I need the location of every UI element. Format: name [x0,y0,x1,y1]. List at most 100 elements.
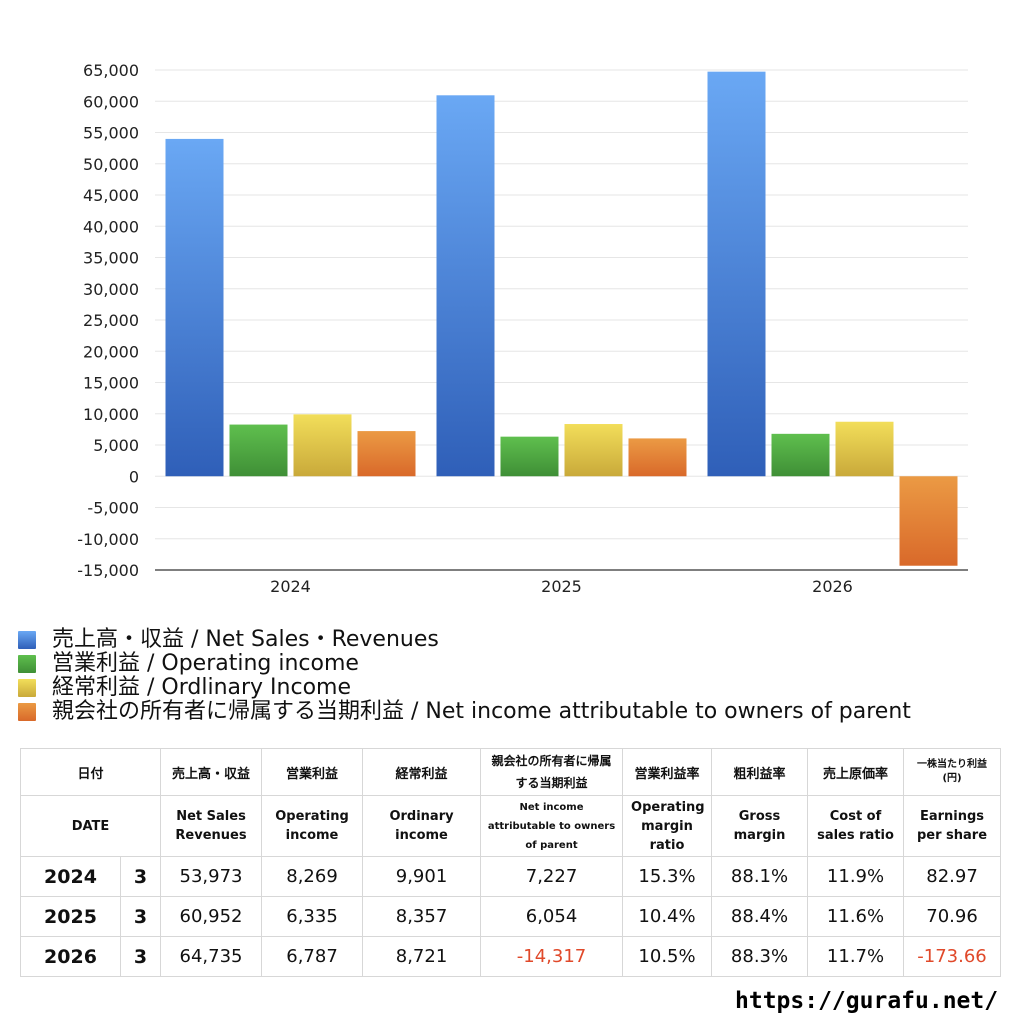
table-row: 2024 3 53,973 8,269 9,901 7,227 15.3% 88… [20,856,1002,897]
x-axis-ticks: 2024 2025 2026 [270,577,853,596]
legend-swatch-net [18,703,36,721]
header-date-jp: 日付 [19,748,162,796]
cell-eps: 82.97 [903,856,1002,897]
cell-gm: 88.4% [711,896,809,937]
header-opm-en-text: Operating margin ratio [631,799,705,853]
cell-sales: 60,952 [160,896,263,937]
cell-year: 2025 [20,896,121,937]
bar [835,421,894,477]
legend-label: 親会社の所有者に帰属する当期利益 / Net income attributab… [52,699,911,724]
header-cos-en: Cost of sales ratio [807,795,905,857]
x-tick-label: 2024 [270,577,311,596]
cell-cos: 11.9% [807,856,905,897]
footer-url[interactable]: https://gurafu.net/ [735,988,999,1014]
header-sales-jp: 売上高・収益 [160,748,263,796]
chart-legend: 売上高・収益 / Net Sales・Revenues 営業利益 / Opera… [18,628,911,724]
header-ord-en-text: Ordinary income [389,809,454,843]
cell-month: 3 [119,856,162,897]
table-row: 2025 3 60,952 6,335 8,357 6,054 10.4% 88… [20,896,1002,937]
y-tick-label: 55,000 [83,124,139,143]
cell-ord: 9,901 [362,856,482,897]
y-axis-ticks: 65,000 60,000 55,000 50,000 45,000 40,000 35,0… [77,61,139,580]
header-row-en: DATE Net Sales Revenues Operating income… [19,795,1002,857]
bar [229,424,288,477]
header-op-en: Operating income [261,795,364,857]
y-tick-label: -5,000 [87,499,139,518]
header-row-jp: 日付 売上高・収益 営業利益 経常利益 親会社の所有者に帰属する当期利益 営業利… [19,748,1002,796]
bar-chart: 65,000 60,000 55,000 50,000 45,000 40,000 35,0… [77,61,968,596]
cell-opm: 10.4% [622,896,713,937]
y-tick-label: 65,000 [83,61,139,80]
y-tick-label: 10,000 [83,405,139,424]
cell-cos: 11.6% [807,896,905,937]
header-eps-jp-text: 一株当たり利益(円) [917,759,988,784]
legend-label: 営業利益 / Operating income [52,651,359,676]
cell-gm: 88.1% [711,856,809,897]
header-op-en-text: Operating income [275,809,349,843]
bar [293,414,352,477]
cell-ord: 8,721 [362,936,482,977]
header-sales-en: Net Sales Revenues [160,795,263,857]
cell-eps: 70.96 [903,896,1002,937]
bar [436,95,495,477]
y-tick-label: -15,000 [77,561,139,580]
bar [165,138,224,477]
header-ord-en: Ordinary income [362,795,482,857]
legend-item-operating: 営業利益 / Operating income [18,652,911,676]
header-gm-jp: 粗利益率 [711,748,809,796]
table-row: 2026 3 64,735 6,787 8,721 -14,317 10.5% … [20,936,1002,977]
header-eps-en-text: Earnings per share [916,809,988,843]
header-op-jp: 営業利益 [261,748,364,796]
cell-net: 6,054 [480,896,624,937]
header-net-en: Net income attributable to owners of par… [480,795,624,857]
y-tick-label: 60,000 [83,92,139,111]
header-eps-en: Earnings per share [903,795,1002,857]
legend-swatch-ordinary [18,679,36,697]
cell-eps: -173.66 [903,936,1002,977]
header-opm-en: Operating margin ratio [622,795,713,857]
bar [564,424,623,477]
legend-item-sales: 売上高・収益 / Net Sales・Revenues [18,628,911,652]
cell-sales: 53,973 [160,856,263,897]
cell-op: 8,269 [261,856,364,897]
cell-sales: 64,735 [160,936,263,977]
y-tick-label: 20,000 [83,342,139,361]
bars [165,71,958,566]
header-net-en-text: Net income attributable to owners of par… [487,801,616,851]
cell-net: 7,227 [480,856,624,897]
legend-swatch-sales [18,631,36,649]
bar [357,431,416,477]
cell-op: 6,335 [261,896,364,937]
bar [500,436,559,477]
legend-item-ordinary: 経常利益 / Ordlinary Income [18,676,911,700]
cell-op: 6,787 [261,936,364,977]
y-tick-label: 50,000 [83,155,139,174]
y-tick-label: 35,000 [83,249,139,268]
header-date-en: DATE [19,795,162,857]
y-tick-label: 45,000 [83,186,139,205]
y-tick-label: 25,000 [83,311,139,330]
cell-opm: 15.3% [622,856,713,897]
header-net-jp-text: 親会社の所有者に帰属する当期利益 [491,754,612,790]
cell-net: -14,317 [480,936,624,977]
x-tick-label: 2026 [812,577,853,596]
x-tick-label: 2025 [541,577,582,596]
y-tick-label: 0 [129,467,139,486]
y-tick-label: 30,000 [83,280,139,299]
cell-gm: 88.3% [711,936,809,977]
header-gm-en-text: Gross margin [733,809,786,843]
header-opm-jp: 営業利益率 [622,748,713,796]
cell-opm: 10.5% [622,936,713,977]
cell-month: 3 [119,896,162,937]
header-net-jp: 親会社の所有者に帰属する当期利益 [480,748,624,796]
gridlines [155,69,968,571]
y-tick-label: -10,000 [77,530,139,549]
cell-year: 2026 [20,936,121,977]
header-ord-jp: 経常利益 [362,748,482,796]
legend-label: 経常利益 / Ordlinary Income [52,675,351,700]
legend-swatch-operating [18,655,36,673]
cell-ord: 8,357 [362,896,482,937]
bar [628,438,687,477]
legend-label: 売上高・収益 / Net Sales・Revenues [52,627,439,652]
header-eps-jp: 一株当たり利益(円) [903,748,1002,796]
